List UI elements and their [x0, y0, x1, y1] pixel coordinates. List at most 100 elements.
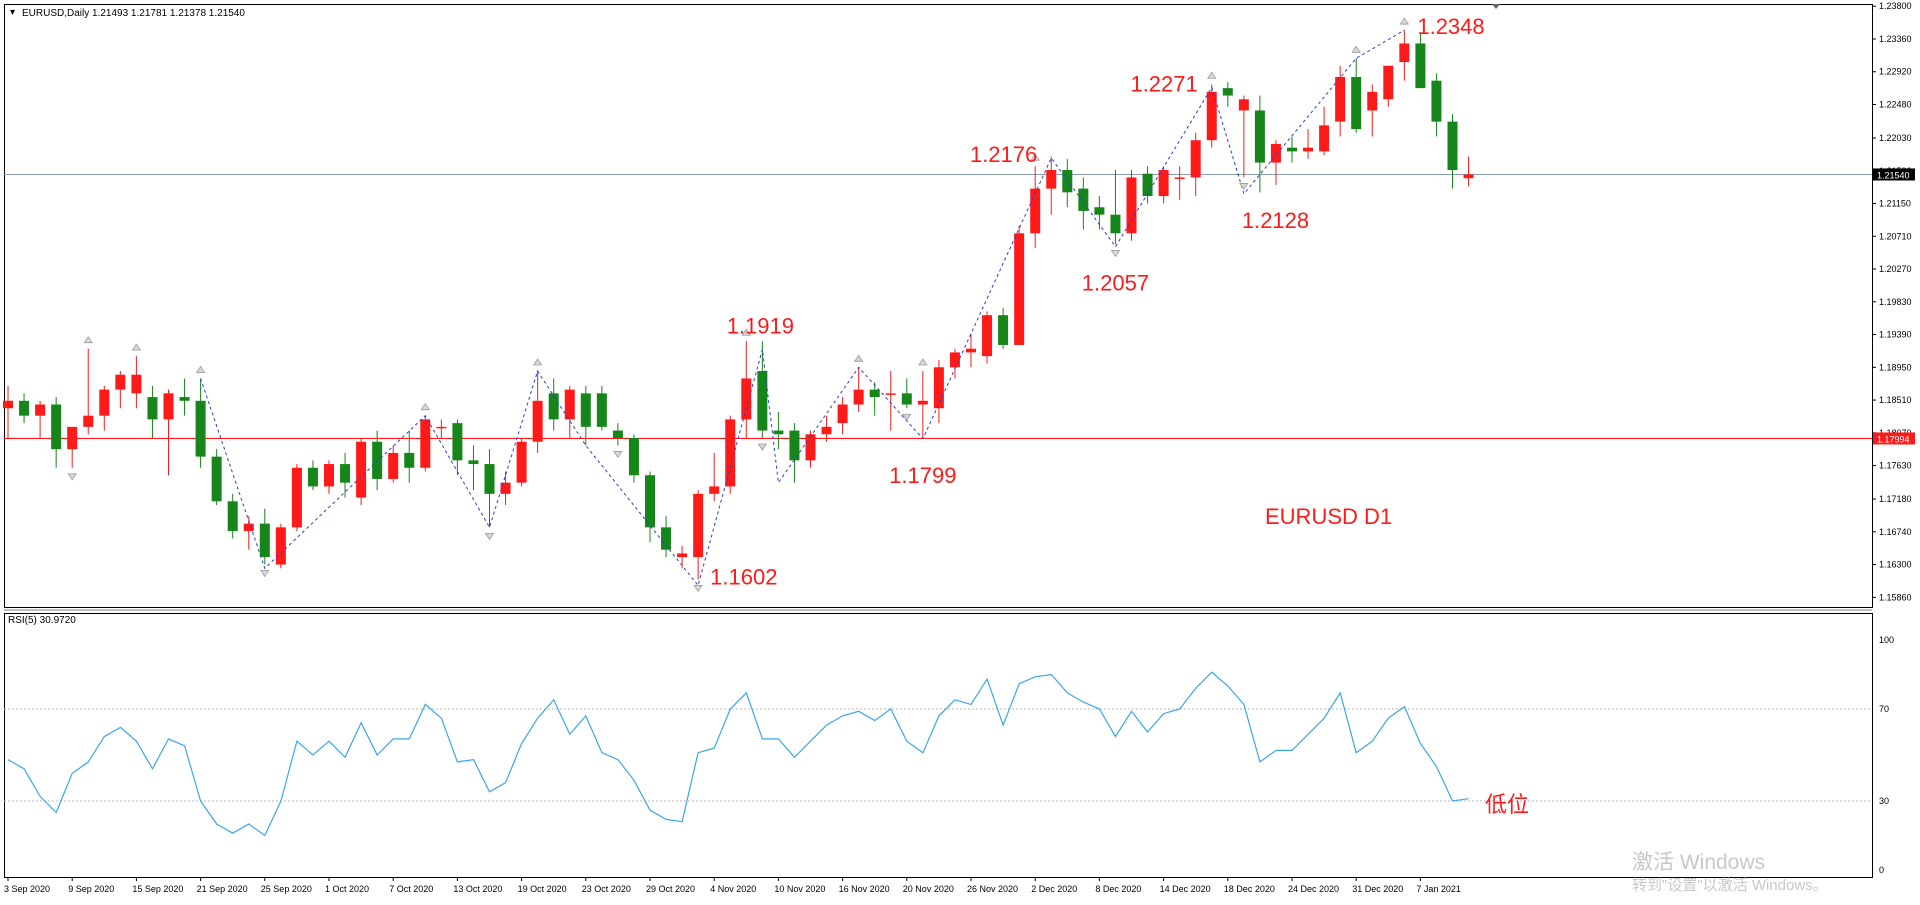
price-label: 1.2176 — [970, 142, 1037, 167]
date-tick-label: 14 Dec 2020 — [1160, 884, 1211, 894]
fractal-up-arrow — [918, 358, 928, 366]
date-tick-label: 1 Oct 2020 — [325, 884, 369, 894]
rsi-tick-label: 0 — [1879, 865, 1884, 875]
candle-body — [966, 348, 976, 353]
candle-body — [83, 415, 94, 427]
fractal-up-arrow — [1399, 17, 1410, 25]
candle-body — [3, 400, 13, 409]
candle-body — [564, 389, 575, 420]
current-price-badge-text: 1.21540 — [1877, 170, 1910, 180]
candle-body — [420, 419, 431, 468]
price-tick-label: 1.19390 — [1879, 330, 1912, 340]
level-price-badge-text: 1.17994 — [1877, 434, 1910, 444]
fractal-up-arrow — [420, 402, 431, 411]
candle-body — [195, 400, 206, 457]
candle-body — [1222, 88, 1233, 96]
candle-body — [243, 523, 254, 532]
price-tick-label: 1.20270 — [1879, 264, 1912, 274]
price-tick-label: 1.18950 — [1879, 362, 1912, 372]
date-tick-label: 13 Oct 2020 — [453, 884, 502, 894]
date-tick-label: 29 Oct 2020 — [646, 884, 695, 894]
candle-body — [757, 371, 768, 431]
candle-body — [436, 426, 447, 429]
fractal-up-arrow — [1207, 71, 1217, 79]
candle-body — [147, 397, 158, 420]
candle-body — [1126, 177, 1137, 234]
candle-body — [1431, 80, 1442, 122]
fractal-down-arrow — [1110, 250, 1121, 258]
price-label: 1.2271 — [1130, 71, 1197, 96]
date-tick-label: 23 Oct 2020 — [582, 884, 631, 894]
rsi-tick-label: 30 — [1879, 796, 1889, 806]
date-tick-label: 4 Nov 2020 — [710, 884, 756, 894]
current-price-badge — [1873, 168, 1915, 181]
price-label: 1.1919 — [727, 313, 794, 338]
fractal-up-arrow — [83, 335, 93, 344]
price-tick-label: 1.22480 — [1879, 100, 1912, 110]
candle-body — [1399, 43, 1410, 63]
candle-body — [324, 464, 334, 487]
date-tick-label: 24 Dec 2020 — [1288, 884, 1339, 894]
candle-body — [933, 367, 944, 409]
candle-body — [645, 475, 655, 528]
candle-body — [548, 393, 559, 420]
horizontal-lines — [4, 173, 1872, 440]
candle-body — [1303, 147, 1314, 152]
candle-body — [628, 438, 639, 476]
candle-body — [1110, 214, 1121, 234]
candle-body — [1383, 65, 1394, 100]
watermark-subtitle: 转到"设置"以激活 Windows。 — [1632, 877, 1828, 894]
candle-body — [131, 374, 142, 394]
date-tick-label: 21 Sep 2020 — [197, 884, 248, 894]
candle-body — [259, 523, 270, 558]
candle-body — [949, 352, 960, 368]
candle-body — [869, 389, 880, 398]
fractal-down-arrow — [613, 451, 623, 459]
candle-body — [404, 452, 415, 468]
price-tick-label: 1.23800 — [1879, 1, 1912, 11]
candle-body — [837, 404, 848, 424]
chart-dropdown-icon[interactable]: ▾ — [10, 7, 15, 18]
chart-shift-marker — [1492, 4, 1500, 9]
candle-body — [709, 486, 720, 494]
date-tick-label: 8 Dec 2020 — [1095, 884, 1141, 894]
candle-body — [773, 430, 784, 435]
date-tick-label: 31 Dec 2020 — [1352, 884, 1403, 894]
zigzag-line — [200, 29, 1405, 587]
candle-body — [1190, 140, 1201, 178]
price-label: 1.1799 — [889, 463, 956, 488]
fractal-up-arrow — [853, 354, 864, 362]
candle-body — [532, 400, 543, 442]
fractals-layer — [67, 17, 1410, 593]
candle-body — [1094, 207, 1105, 215]
chart-frames — [4, 4, 1873, 878]
candle-body — [1046, 170, 1057, 189]
candle-body — [516, 441, 527, 483]
fractal-down-arrow — [902, 413, 912, 421]
candle-body — [596, 393, 607, 427]
candle-body — [661, 527, 672, 550]
date-tick-label: 7 Oct 2020 — [389, 884, 433, 894]
price-tick-label: 1.17180 — [1879, 494, 1912, 504]
rsi-annotation-low: 低位 — [1485, 792, 1529, 817]
candle-body — [1415, 43, 1426, 89]
price-tick-label: 1.15860 — [1879, 592, 1912, 602]
candle-body — [1078, 188, 1089, 211]
candle-body — [885, 393, 896, 395]
date-tick-label: 10 Nov 2020 — [774, 884, 825, 894]
price-label: 1.1602 — [710, 564, 777, 589]
candle-body — [1238, 99, 1249, 111]
candle-body — [1014, 233, 1025, 345]
candle-body — [388, 452, 399, 479]
price-tick-label: 1.22920 — [1879, 67, 1912, 77]
candle-body — [805, 434, 816, 461]
rsi-line — [7, 671, 1469, 837]
candle-body — [1351, 76, 1362, 130]
candle-body — [67, 426, 78, 450]
date-tick-label: 26 Nov 2020 — [967, 884, 1018, 894]
fractal-up-arrow — [741, 328, 752, 336]
candle-body — [1287, 147, 1297, 152]
fractal-down-arrow — [757, 443, 768, 451]
candle-body — [853, 389, 864, 405]
symbol-info: EURUSD,Daily 1.21493 1.21781 1.21378 1.2… — [22, 8, 245, 19]
